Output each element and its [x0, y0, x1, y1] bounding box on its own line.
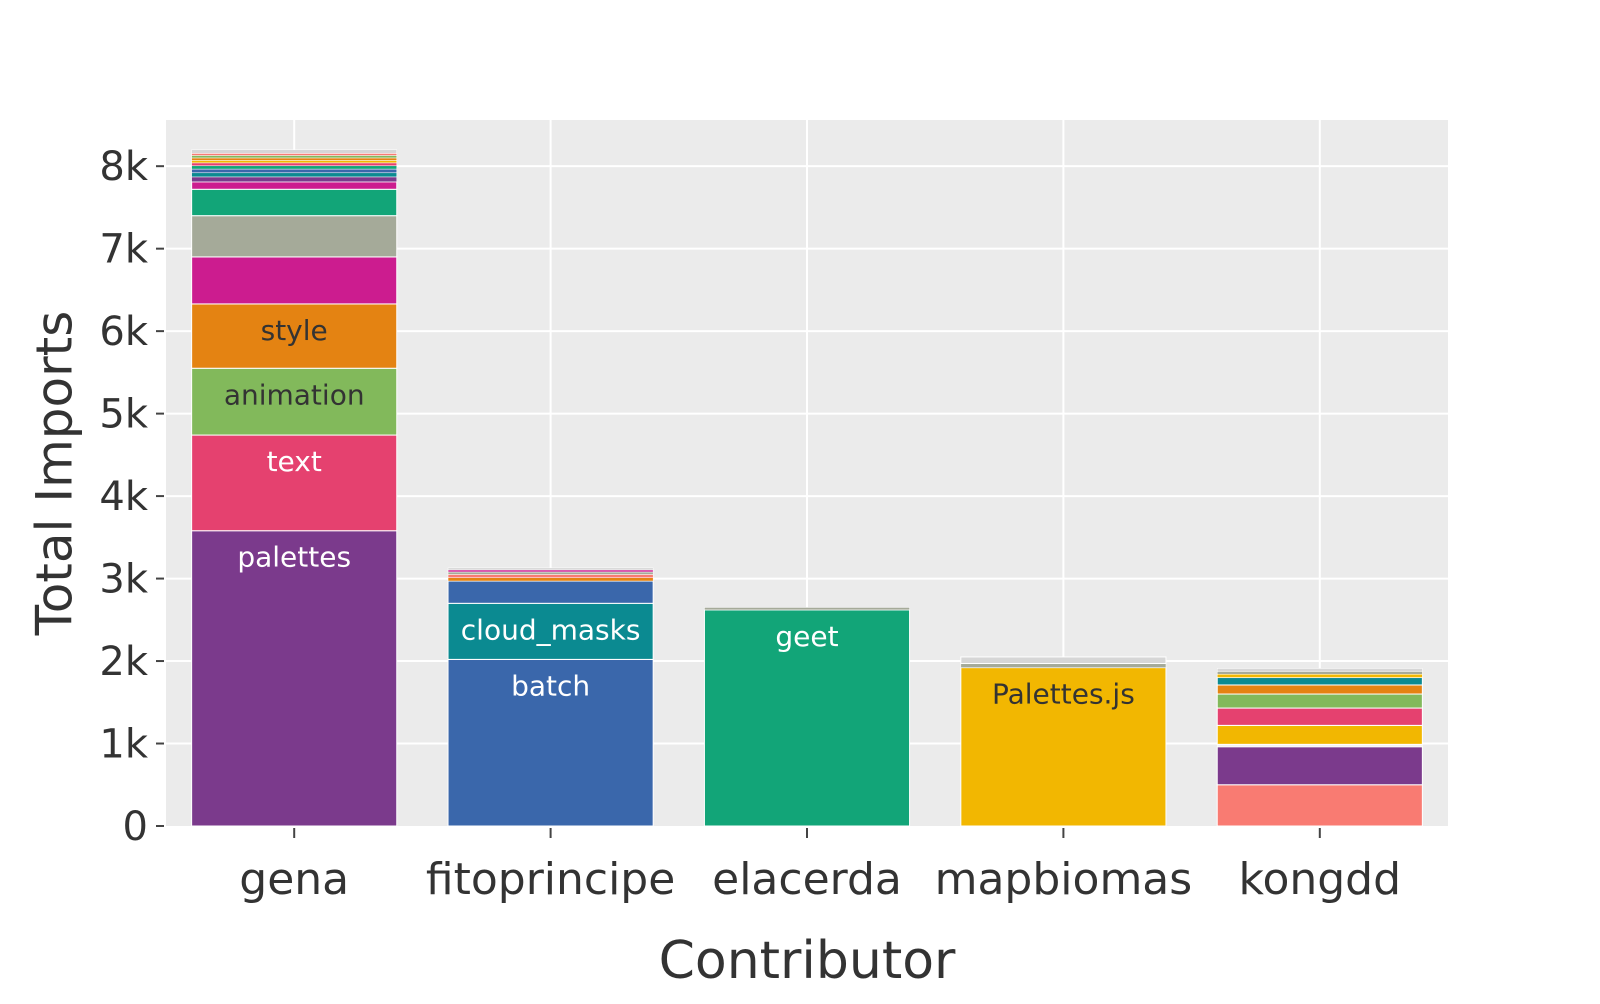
- bar-segment: [703, 609, 911, 827]
- y-tick-label: 2k: [99, 639, 148, 685]
- y-tick-label: 1k: [99, 722, 148, 768]
- segment-label: Palettes.js: [992, 678, 1135, 711]
- bar-segment: [191, 256, 398, 305]
- bar-segment: [191, 168, 398, 174]
- bar-segment: [1216, 746, 1423, 786]
- y-tick-label: 5k: [99, 392, 148, 438]
- bar-segment: [960, 656, 1167, 665]
- segment-label: style: [261, 314, 328, 347]
- axes: 0 1k 2k 3k 4k 5k 6k 7k 8k gena fitoprincipe elacerd…: [99, 144, 1401, 905]
- y-axis-title: Total Imports: [26, 311, 84, 637]
- bar-segment: [1216, 693, 1423, 709]
- y-tick-label: 6k: [99, 309, 148, 355]
- bar-segment: [1216, 724, 1423, 745]
- bar-segment: [191, 188, 398, 217]
- bar-segment: [191, 215, 398, 258]
- x-axis-title: Contributor: [659, 931, 956, 991]
- bar-segment: [447, 569, 654, 573]
- bar-mapbiomas: [960, 656, 1167, 827]
- bars: [191, 149, 1423, 827]
- y-tick-label: 3k: [99, 557, 148, 603]
- bar-segment: [447, 602, 654, 660]
- y-tick-label: 8k: [99, 144, 148, 190]
- segment-label: cloud_masks: [461, 613, 641, 646]
- bar-elacerda: [703, 607, 911, 827]
- bar-segment: [1216, 671, 1423, 675]
- bar-segment: [1216, 673, 1423, 678]
- bar-segment: [1216, 668, 1423, 672]
- x-tick-label: gena: [239, 854, 349, 905]
- bar-segment: [447, 567, 654, 571]
- bar-segment: [1216, 784, 1423, 827]
- segment-label: text: [267, 445, 322, 478]
- x-tick-label: elacerda: [712, 854, 902, 905]
- segment-label: geet: [775, 620, 838, 653]
- bar-segment: [447, 658, 654, 827]
- bar-segment: [1216, 707, 1423, 726]
- bar-segment: [960, 667, 1167, 827]
- bar-segment: [447, 571, 654, 575]
- x-tick-label: fitoprincipe: [426, 854, 675, 905]
- bar-segment: [191, 149, 398, 154]
- bar-segment: [704, 607, 910, 611]
- y-tick-label: 0: [123, 804, 148, 850]
- bar-fitoprincipe: [447, 567, 654, 827]
- bar-segment: [191, 181, 398, 190]
- bar-segment: [191, 160, 398, 164]
- bar-segment: [191, 165, 398, 170]
- bar-segment: [191, 303, 398, 369]
- bar-segment: [960, 663, 1167, 668]
- bar-segment: [447, 577, 654, 582]
- bar-gena: [191, 149, 398, 827]
- bar-segment: [447, 574, 654, 578]
- segment-label: batch: [511, 669, 590, 702]
- bar-segment: [191, 530, 398, 827]
- segment-label: palettes: [237, 541, 351, 574]
- bar-segment: [191, 172, 398, 178]
- bar-segment: [1216, 684, 1423, 695]
- bar-segment: [191, 153, 398, 156]
- bar-segment: [191, 162, 398, 167]
- bar-kongdd: [1216, 668, 1423, 827]
- x-tick-label: kongdd: [1239, 854, 1402, 905]
- bar-segment: [191, 367, 398, 436]
- bar-segment: [191, 157, 398, 161]
- bar-segment: [191, 155, 398, 159]
- segment-labels: palettes text animation style batch cloud_mas…: [224, 314, 1135, 711]
- bar-segment: [191, 434, 398, 532]
- y-tick-label: 4k: [99, 474, 148, 520]
- x-tick-label: mapbiomas: [935, 854, 1193, 905]
- y-tick-label: 7k: [99, 227, 148, 273]
- segment-label: animation: [224, 378, 365, 411]
- bar-segment: [447, 580, 654, 604]
- bar-segment: [1216, 677, 1423, 686]
- bar-segment: [191, 176, 398, 183]
